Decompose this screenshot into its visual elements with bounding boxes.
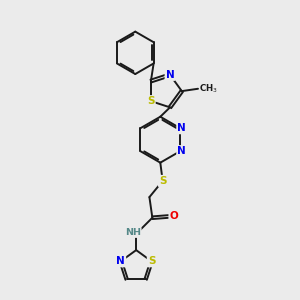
Text: S: S [148,256,155,266]
Text: N: N [177,123,186,133]
Text: N: N [116,256,125,266]
Text: N: N [166,70,174,80]
Text: NH: NH [124,228,141,237]
Text: S: S [159,176,166,186]
Text: CH$_3$: CH$_3$ [199,82,218,95]
Text: S: S [147,96,155,106]
Text: N: N [177,146,186,156]
Text: O: O [169,211,178,221]
